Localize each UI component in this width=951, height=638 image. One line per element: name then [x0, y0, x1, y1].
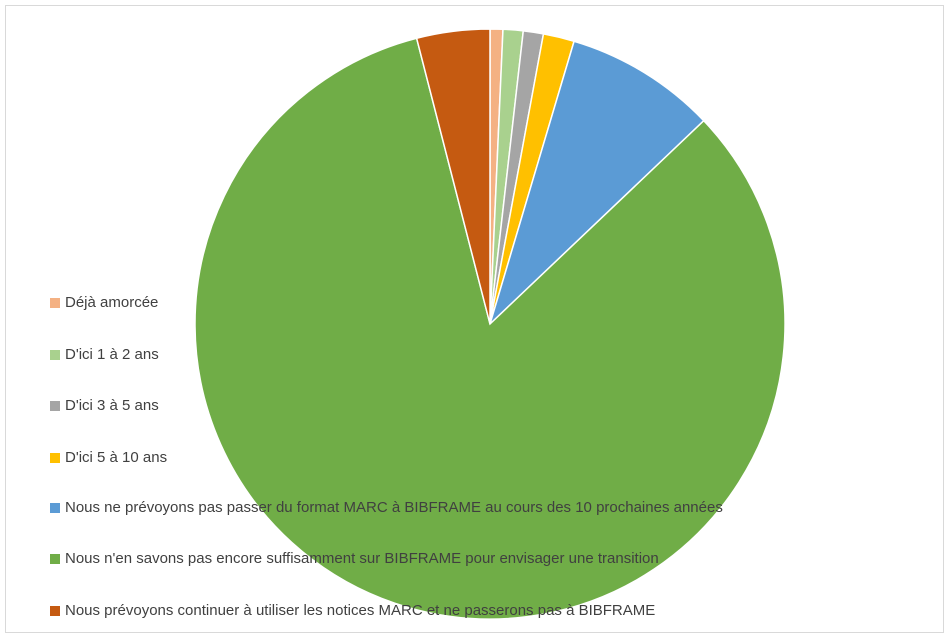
- legend-item: Nous ne prévoyons pas passer du format M…: [50, 497, 723, 519]
- legend-label: Nous prévoyons continuer à utiliser les …: [65, 602, 656, 619]
- legend-label: D'ici 5 à 10 ans: [65, 449, 168, 466]
- legend-label: D'ici 3 à 5 ans: [65, 397, 159, 414]
- pie-chart: [194, 28, 786, 620]
- legend-item: D'ici 3 à 5 ans: [50, 395, 159, 417]
- legend-item: Déjà amorcée: [50, 292, 158, 314]
- pie-slice-6: [415, 28, 491, 325]
- pie-slice-5: [194, 37, 786, 620]
- legend-swatch: [50, 453, 60, 463]
- legend-swatch: [50, 401, 60, 411]
- legend-label: D'ici 1 à 2 ans: [65, 346, 159, 363]
- legend-item: D'ici 1 à 2 ans: [50, 344, 159, 366]
- legend-swatch: [50, 503, 60, 513]
- legend-label: Nous ne prévoyons pas passer du format M…: [65, 499, 723, 516]
- legend-item: D'ici 5 à 10 ans: [50, 447, 167, 469]
- legend-swatch: [50, 298, 60, 308]
- chart-area: Déjà amorcée D'ici 1 à 2 ans D'ici 3 à 5 a…: [5, 5, 944, 633]
- legend-label: Nous n'en savons pas encore suffisamment…: [65, 550, 659, 567]
- legend-item: Nous n'en savons pas encore suffisamment…: [50, 548, 659, 570]
- legend-item: Nous prévoyons continuer à utiliser les …: [50, 600, 655, 622]
- legend-swatch: [50, 606, 60, 616]
- legend-swatch: [50, 554, 60, 564]
- pie-slice-4: [488, 40, 705, 327]
- legend-swatch: [50, 350, 60, 360]
- legend-label: Déjà amorcée: [65, 294, 159, 311]
